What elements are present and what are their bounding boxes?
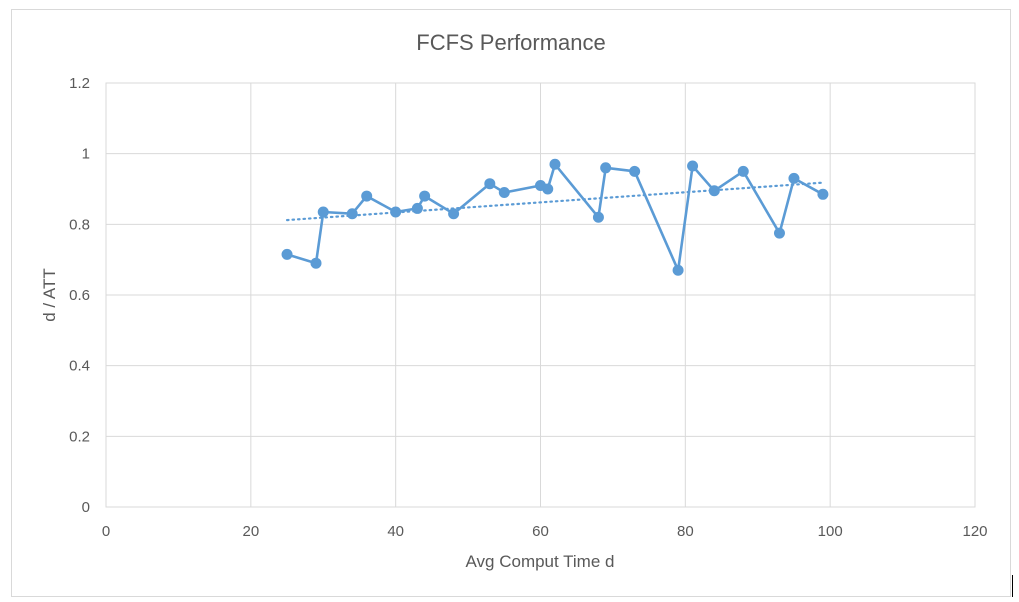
series-line	[286, 163, 824, 272]
y-axis-ticks: 0 0.2 0.4 0.6 0.8 1 1.2	[69, 75, 90, 516]
data-point	[317, 206, 329, 218]
y-tick-label: 0.6	[69, 287, 90, 304]
data-point	[629, 165, 641, 177]
x-tick-label: 80	[677, 523, 694, 540]
linear-trendline	[285, 181, 825, 222]
chart-title: FCFS Performance	[416, 30, 606, 55]
x-tick-label: 20	[242, 523, 259, 540]
y-tick-label: 0.4	[69, 358, 90, 375]
data-point	[448, 208, 460, 220]
data-point	[346, 208, 358, 220]
data-point	[773, 227, 785, 239]
data-series	[281, 158, 829, 276]
trendline	[285, 181, 825, 222]
data-point	[600, 162, 612, 174]
data-point	[549, 158, 561, 170]
x-tick-label: 120	[962, 523, 987, 540]
y-tick-label: 0	[82, 499, 90, 516]
data-point	[788, 172, 800, 184]
data-point	[708, 185, 720, 197]
data-point	[817, 188, 829, 200]
data-point	[361, 190, 373, 202]
x-axis-title: Avg Comput Time d	[466, 552, 615, 571]
data-point	[419, 190, 431, 202]
x-tick-label: 40	[387, 523, 404, 540]
y-tick-label: 0.2	[69, 428, 90, 445]
plot-area	[105, 82, 976, 508]
x-axis-ticks: 0 20 40 60 80 100 120	[102, 523, 988, 540]
y-axis-title: d / ATT	[40, 268, 59, 322]
data-point	[484, 178, 496, 190]
edge-mark	[1012, 575, 1013, 597]
x-tick-label: 100	[818, 523, 843, 540]
y-tick-label: 1.2	[69, 75, 90, 92]
data-point	[542, 183, 554, 195]
gridlines	[105, 82, 976, 508]
y-tick-label: 1	[82, 146, 90, 163]
data-point	[687, 160, 699, 172]
data-point	[592, 211, 604, 223]
data-point	[310, 257, 322, 269]
y-tick-label: 0.8	[69, 216, 90, 233]
data-point	[737, 165, 749, 177]
data-point	[672, 264, 684, 276]
data-point	[411, 202, 423, 214]
chart-area	[11, 9, 1011, 597]
x-tick-label: 0	[102, 523, 110, 540]
data-point	[390, 206, 402, 218]
data-point	[281, 248, 293, 260]
x-tick-label: 60	[532, 523, 549, 540]
data-point	[498, 187, 510, 199]
